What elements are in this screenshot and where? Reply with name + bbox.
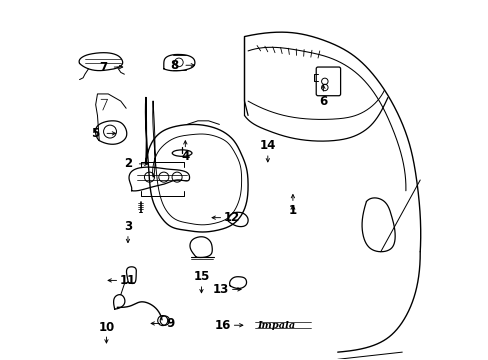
Text: 15: 15 xyxy=(193,270,209,283)
Text: 10: 10 xyxy=(98,320,114,333)
Text: 3: 3 xyxy=(123,220,132,233)
Text: 12: 12 xyxy=(224,211,240,224)
Text: 13: 13 xyxy=(213,283,229,296)
Text: 9: 9 xyxy=(166,317,175,330)
Text: Impala: Impala xyxy=(257,321,295,330)
Text: 1: 1 xyxy=(288,204,296,217)
Text: 16: 16 xyxy=(214,319,231,332)
Text: 2: 2 xyxy=(123,157,132,170)
Text: 11: 11 xyxy=(120,274,136,287)
Text: 6: 6 xyxy=(319,95,327,108)
Text: 5: 5 xyxy=(91,127,100,140)
Text: 7: 7 xyxy=(99,60,107,73)
Text: 4: 4 xyxy=(181,150,189,163)
Text: 8: 8 xyxy=(170,59,178,72)
Text: 14: 14 xyxy=(259,139,275,152)
